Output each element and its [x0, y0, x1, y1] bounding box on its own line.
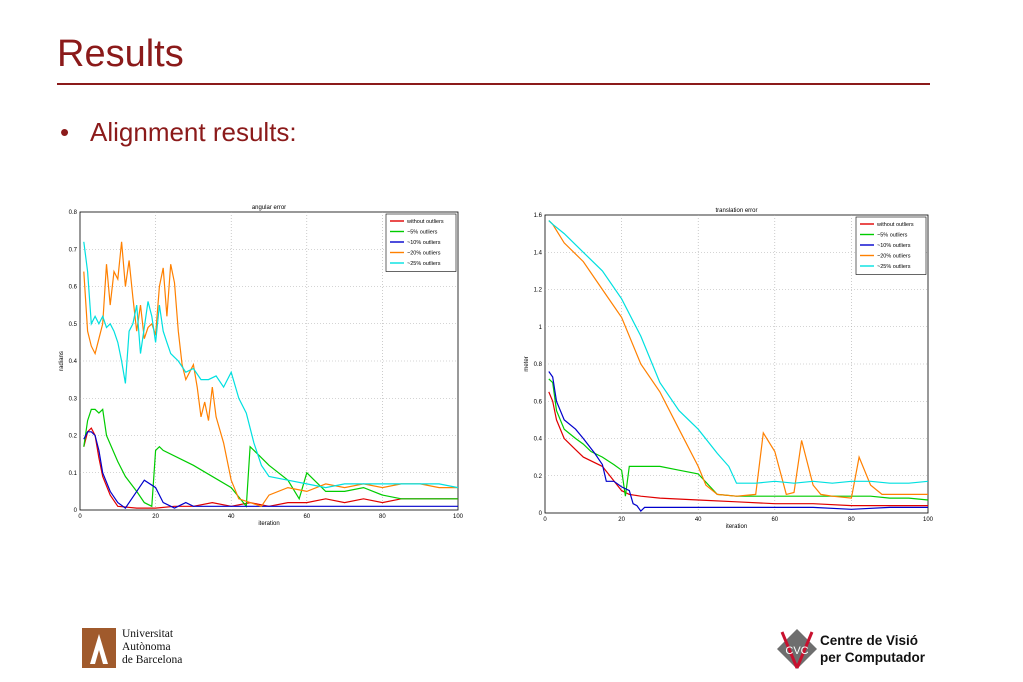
cvc-line-1: Centre de Visió [820, 633, 919, 648]
y-tick-label: 0.8 [534, 362, 543, 368]
y-tick-label: 1.2 [534, 288, 543, 294]
bullet-text: Alignment results: [90, 117, 297, 147]
x-tick-label: 100 [453, 514, 464, 520]
uab-line-3: de Barcelona [122, 654, 183, 666]
legend-box [385, 213, 457, 272]
cvc-logo: CVC Centre de Visió per Computador [776, 628, 925, 675]
y-tick-label: 0 [539, 511, 543, 517]
series-line [83, 241, 459, 489]
series-line [83, 408, 458, 508]
angular-error-chart: 0 20 40 60 80 100 0 0.1 0.2 0.3 0.4 0.5 0.6 0.7 0.8 ang… [55, 200, 467, 530]
y-tick-label: 0.3 [69, 396, 78, 402]
legend-entry: ~25% outliers [877, 264, 911, 270]
series-line [548, 220, 928, 499]
uab-emblem-icon [82, 628, 116, 668]
chart-legend: without outliers ~5% outliers ~10% outlier… [855, 216, 927, 275]
series-line [548, 391, 928, 507]
translation-error-chart: 0 20 40 60 80 100 0 0.2 0.4 0.6 0.8 1 1.2 1.4 1.6 trans… [520, 200, 938, 535]
legend-box [855, 216, 927, 275]
y-tick-label: 0.8 [69, 210, 78, 216]
series-line [83, 431, 458, 509]
angular-error-chart-svg: 0 20 40 60 80 100 0 0.1 0.2 0.3 0.4 0.5 0.6 0.7 0.8 ang… [59, 205, 464, 527]
x-axis-label: iteration [726, 524, 747, 530]
cvc-diamond-icon: CVC [777, 629, 817, 669]
cvc-logo-letters: CVC [785, 645, 808, 657]
y-tick-label: 0.6 [534, 399, 543, 405]
legend-entry: without outliers [406, 219, 444, 225]
x-axis-label: iteration [258, 521, 279, 527]
chart-title: translation error [715, 208, 757, 214]
bullet-item: • Alignment results: [60, 117, 297, 148]
y-tick-label: 0.5 [69, 322, 78, 328]
series-line [548, 378, 929, 501]
y-axis-label: meter [524, 356, 530, 371]
x-tick-label: 60 [771, 517, 778, 523]
chart-legend: without outliers ~5% outliers ~10% outlier… [385, 213, 457, 272]
uab-name: Universitat Autònoma de Barcelona [122, 628, 182, 667]
y-tick-label: 0.1 [69, 471, 78, 477]
y-tick-label: 1.4 [534, 250, 543, 256]
x-tick-label: 0 [78, 514, 82, 520]
y-tick-label: 0.4 [534, 437, 543, 443]
series-line [548, 220, 929, 484]
title-underline [57, 83, 930, 85]
cvc-name: Centre de Visió per Computador [820, 632, 925, 666]
x-tick-label: 100 [923, 517, 934, 523]
slide-title: Results [57, 33, 184, 75]
legend-entry: ~5% outliers [407, 230, 438, 236]
x-tick-label: 20 [618, 517, 625, 523]
legend-entry: ~25% outliers [407, 261, 441, 267]
chart-title: angular error [252, 205, 286, 211]
y-tick-label: 0 [74, 508, 78, 514]
series-line [83, 241, 458, 508]
y-tick-label: 0.6 [69, 285, 78, 291]
y-axis-label: radians [59, 351, 65, 371]
legend-entry: ~20% outliers [877, 254, 911, 260]
x-tick-label: 20 [152, 514, 159, 520]
x-tick-label: 80 [379, 514, 386, 520]
translation-error-chart-svg: 0 20 40 60 80 100 0 0.2 0.4 0.6 0.8 1 1.2 1.4 1.6 trans… [524, 208, 934, 530]
x-tick-label: 40 [228, 514, 235, 520]
uab-logo: Universitat Autònoma de Barcelona [82, 628, 182, 673]
x-tick-label: 80 [848, 517, 855, 523]
legend-entry: ~5% outliers [877, 233, 908, 239]
y-tick-label: 0.2 [534, 474, 543, 480]
y-tick-label: 0.4 [69, 359, 78, 365]
series-line [548, 371, 928, 513]
legend-entry: ~10% outliers [877, 243, 911, 249]
y-tick-label: 1.6 [534, 213, 543, 219]
x-tick-label: 60 [303, 514, 310, 520]
legend-entry: without outliers [876, 222, 914, 228]
legend-entry: ~10% outliers [407, 240, 441, 246]
x-tick-label: 0 [543, 517, 547, 523]
x-tick-label: 40 [695, 517, 702, 523]
series-line [83, 427, 458, 509]
bullet-marker: • [60, 117, 70, 147]
y-tick-label: 0.7 [69, 247, 78, 253]
y-tick-label: 0.2 [69, 434, 78, 440]
cvc-line-2: per Computador [820, 650, 926, 665]
legend-entry: ~20% outliers [407, 251, 441, 257]
uab-line-1: Universitat [122, 628, 174, 640]
y-tick-label: 1 [539, 325, 543, 331]
uab-line-2: Autònoma [122, 641, 171, 653]
